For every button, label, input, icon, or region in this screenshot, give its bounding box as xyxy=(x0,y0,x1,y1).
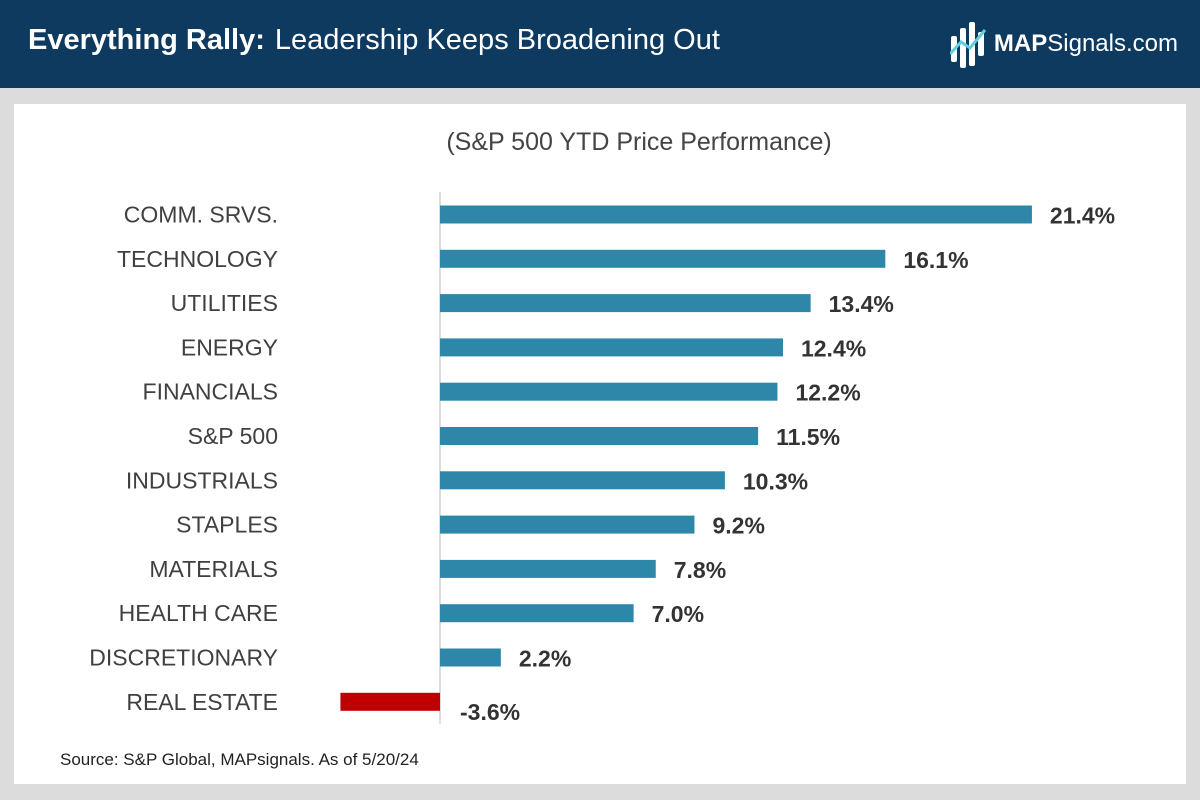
category-label: TECHNOLOGY xyxy=(117,246,278,272)
bar xyxy=(440,249,886,268)
bar xyxy=(440,471,725,490)
title-bold: Everything Rally: xyxy=(28,24,265,56)
category-label: COMM. SRVS. xyxy=(124,202,278,228)
value-label: 7.0% xyxy=(652,601,704,627)
value-label: 10.3% xyxy=(743,468,808,494)
bar xyxy=(440,338,783,357)
bar-chart: COMM. SRVS. 21.4% TECHNOLOGY 16.1% UTILITIES… xyxy=(89,192,1115,725)
category-label: DISCRETIONARY xyxy=(89,645,278,671)
bar xyxy=(440,648,501,667)
source-note: Source: S&P Global, MAPsignals. As of 5/… xyxy=(60,750,419,769)
bar xyxy=(440,382,778,401)
logo-wordmark: MAPSignals.com xyxy=(993,30,1178,57)
value-label: 12.4% xyxy=(801,335,866,361)
value-label: -3.6% xyxy=(460,699,520,725)
category-label: S&P 500 xyxy=(188,423,278,449)
mapsignals-logo: MAPSignals.com xyxy=(949,16,1178,72)
category-label: MATERIALS xyxy=(149,556,278,582)
category-label: FINANCIALS xyxy=(143,379,278,405)
category-label: REAL ESTATE xyxy=(126,689,278,715)
bar xyxy=(440,604,634,623)
category-label: UTILITIES xyxy=(171,290,278,316)
bar xyxy=(440,205,1032,224)
header-banner: Everything Rally: Leadership Keeps Broade… xyxy=(0,0,1200,88)
value-label: 12.2% xyxy=(795,380,860,406)
chart-title: (S&P 500 YTD Price Performance) xyxy=(446,128,832,156)
mapsignals-logo-icon xyxy=(949,22,986,68)
value-label: 11.5% xyxy=(776,424,840,450)
category-label: ENERGY xyxy=(181,334,278,360)
page-title: Everything Rally: Leadership Keeps Broade… xyxy=(28,24,720,57)
value-label: 7.8% xyxy=(674,557,726,583)
bar xyxy=(440,294,811,313)
value-label: 9.2% xyxy=(712,513,764,539)
category-label: HEALTH CARE xyxy=(119,600,278,626)
value-label: 16.1% xyxy=(903,247,968,273)
value-label: 13.4% xyxy=(829,291,894,317)
bar xyxy=(340,692,440,711)
category-label: INDUSTRIALS xyxy=(126,467,278,493)
title-subtitle: Leadership Keeps Broadening Out xyxy=(274,24,720,56)
value-label: 21.4% xyxy=(1050,203,1115,229)
bar xyxy=(440,515,695,534)
category-label: STAPLES xyxy=(176,512,278,538)
value-label: 2.2% xyxy=(519,646,571,672)
chart-panel: (S&P 500 YTD Price Performance) COMM. SR… xyxy=(14,104,1186,784)
bar xyxy=(440,427,759,445)
bar xyxy=(440,559,656,578)
